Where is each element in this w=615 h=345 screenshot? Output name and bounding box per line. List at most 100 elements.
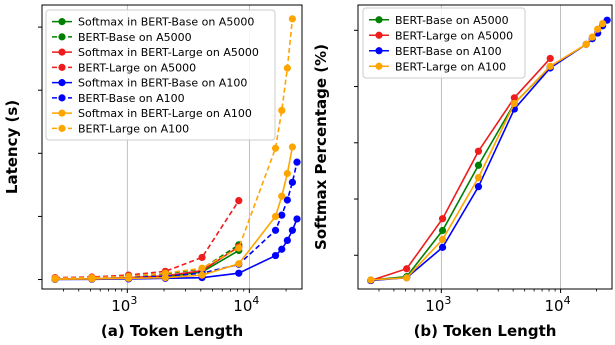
x-tick-base: 10 — [425, 297, 444, 315]
plot-frame — [41, 4, 303, 290]
legend-swatch-marker — [375, 47, 383, 55]
x-tick-exponent: 4 — [564, 294, 571, 307]
data-point — [288, 143, 297, 151]
series-line — [370, 57, 551, 282]
data-point — [599, 19, 607, 28]
x-tick-exponent: 3 — [444, 294, 451, 307]
legend-swatch-marker — [375, 16, 383, 24]
legend: Softmax in BERT-Base on A5000 BERT-Base o… — [45, 9, 276, 141]
data-point — [288, 226, 297, 234]
y-axis-label: Softmax Percentage (%) — [312, 44, 330, 250]
data-point — [278, 106, 286, 114]
data-point — [198, 271, 206, 279]
data-point — [283, 236, 291, 245]
legend-label: BERT-Large on A5000 — [78, 61, 196, 74]
legend-swatch-marker — [58, 124, 66, 132]
data-point — [438, 243, 447, 251]
data-point — [88, 274, 96, 282]
series-line — [55, 200, 240, 279]
data-point — [546, 54, 554, 63]
data-point — [474, 174, 483, 182]
legend-swatch-marker — [58, 18, 66, 26]
data-point — [474, 161, 483, 169]
legend-label: BERT-Large on A5000 — [395, 29, 513, 42]
legend-label: BERT-Large on A100 — [395, 60, 506, 73]
data-point — [594, 25, 602, 33]
data-point — [510, 94, 518, 102]
data-point — [403, 265, 411, 273]
legend-label: Softmax in BERT-Base on A100 — [78, 77, 247, 90]
series-line — [55, 18, 294, 280]
data-point — [235, 269, 243, 277]
legend-swatch-marker — [58, 48, 66, 56]
data-point — [438, 235, 447, 244]
legend-label: BERT-Base on A100 — [78, 92, 185, 105]
x-tick-base: 10 — [111, 297, 130, 315]
legend-label: Softmax in BERT-Large on A100 — [78, 107, 252, 120]
data-point — [271, 144, 280, 152]
x-tick-exponent: 4 — [252, 294, 259, 307]
data-point — [198, 264, 206, 272]
data-point — [288, 15, 297, 23]
data-point — [235, 197, 243, 205]
data-point — [124, 272, 133, 280]
data-point — [51, 274, 59, 282]
legend-swatch-marker — [58, 33, 66, 41]
legend-swatch-marker — [375, 31, 383, 39]
legend-label: BERT-Base on A100 — [395, 45, 502, 58]
x-tick-label: 103 — [111, 294, 137, 315]
legend-box — [362, 7, 526, 79]
series-line — [55, 161, 298, 280]
series-line — [55, 218, 298, 281]
data-point — [235, 244, 243, 252]
data-point — [293, 158, 301, 166]
x-tick-base: 10 — [233, 297, 252, 315]
series-line — [370, 23, 604, 281]
x-tick-base: 10 — [545, 297, 564, 315]
x-tick-label: 103 — [425, 294, 451, 315]
x-tick-label: 104 — [233, 294, 259, 315]
data-point — [293, 215, 301, 223]
x-axis-label: (a) Token Length — [101, 322, 243, 340]
x-tick-exponent: 3 — [130, 294, 137, 307]
data-point — [278, 245, 286, 253]
data-point — [438, 226, 447, 235]
legend-swatch-marker — [58, 109, 66, 117]
data-point — [283, 169, 291, 178]
y-axis-label: Latency (s) — [3, 100, 21, 194]
data-point — [474, 183, 483, 191]
data-point — [582, 40, 590, 48]
data-point — [510, 99, 518, 108]
data-point — [367, 276, 375, 284]
data-point — [283, 196, 291, 204]
data-point — [235, 260, 243, 268]
data-point — [283, 64, 291, 72]
data-point — [438, 215, 447, 223]
legend: BERT-Base on A5000 BERT-Large on A5000 BER… — [362, 7, 526, 79]
data-point — [271, 212, 280, 221]
data-point — [288, 178, 297, 186]
legend-label: Softmax in BERT-Large on A5000 — [78, 46, 259, 59]
x-axis-label: (b) Token Length — [414, 322, 557, 340]
x-tick-label: 104 — [545, 294, 571, 315]
legend-label: BERT-Large on A100 — [78, 122, 189, 135]
legend-swatch-marker — [58, 63, 66, 71]
legend-label: Softmax in BERT-Base on A5000 — [78, 16, 254, 29]
data-point — [546, 62, 554, 70]
data-point — [588, 33, 596, 41]
data-point — [271, 226, 280, 234]
data-point — [278, 211, 286, 219]
legend-swatch-marker — [58, 79, 66, 87]
data-point — [271, 251, 280, 260]
data-point — [474, 147, 483, 155]
legend-label: BERT-Base on A5000 — [78, 31, 192, 44]
legend-swatch-marker — [375, 62, 383, 70]
data-point — [161, 269, 169, 277]
legend-box — [45, 9, 276, 141]
data-point — [278, 192, 286, 200]
series-line — [55, 146, 294, 281]
legend-swatch-marker — [58, 94, 66, 102]
